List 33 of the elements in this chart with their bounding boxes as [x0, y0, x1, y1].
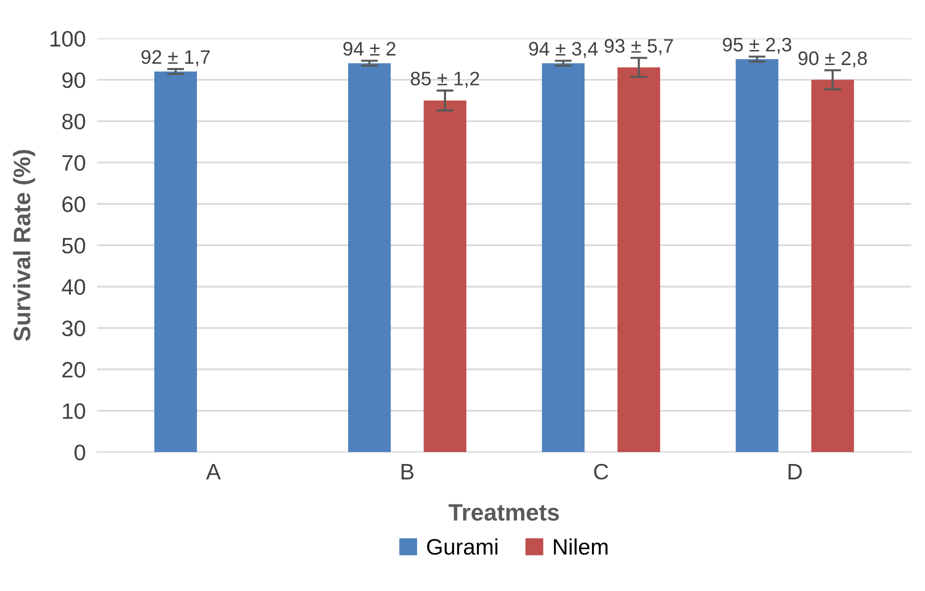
- data-label: 85 ± 1,2: [410, 72, 480, 88]
- data-label: 92 ± 1,7: [141, 50, 210, 66]
- y-tick-label: 90: [62, 72, 86, 88]
- bar: [348, 63, 391, 452]
- legend-label: Nilem: [554, 538, 608, 555]
- bar: [736, 59, 778, 452]
- y-tick-label: 100: [50, 30, 86, 47]
- x-tick-label: B: [402, 464, 414, 480]
- x-tick-label: C: [594, 464, 608, 480]
- y-tick-label: 50: [62, 238, 86, 254]
- x-tick-label: A: [206, 464, 221, 480]
- bar: [618, 67, 660, 452]
- data-label: 95 ± 2,3: [722, 38, 792, 54]
- y-tick-label: 0: [74, 444, 86, 460]
- y-tick-label: 30: [62, 320, 86, 336]
- y-tick-label: 40: [62, 279, 86, 295]
- y-axis-title: Survival Rate (%): [13, 150, 36, 342]
- y-tick-label: 20: [62, 362, 86, 378]
- bar: [811, 80, 854, 452]
- y-tick-label: 60: [62, 196, 86, 212]
- x-tick-label: D: [788, 464, 802, 480]
- y-tick-label: 10: [62, 403, 86, 420]
- bar: [154, 72, 197, 452]
- bar: [542, 63, 585, 452]
- data-label: 94 ± 2: [343, 42, 396, 56]
- legend-label: Gurami: [427, 538, 498, 555]
- data-label: 90 ± 2,8: [798, 51, 867, 68]
- x-axis-title: Treatmets: [448, 504, 559, 521]
- data-label: 93 ± 5,7: [604, 39, 673, 56]
- data-label: 94 ± 3,4: [529, 42, 598, 58]
- y-tick-label: 80: [62, 114, 86, 130]
- y-tick-label: 70: [62, 155, 86, 171]
- bar: [424, 100, 466, 452]
